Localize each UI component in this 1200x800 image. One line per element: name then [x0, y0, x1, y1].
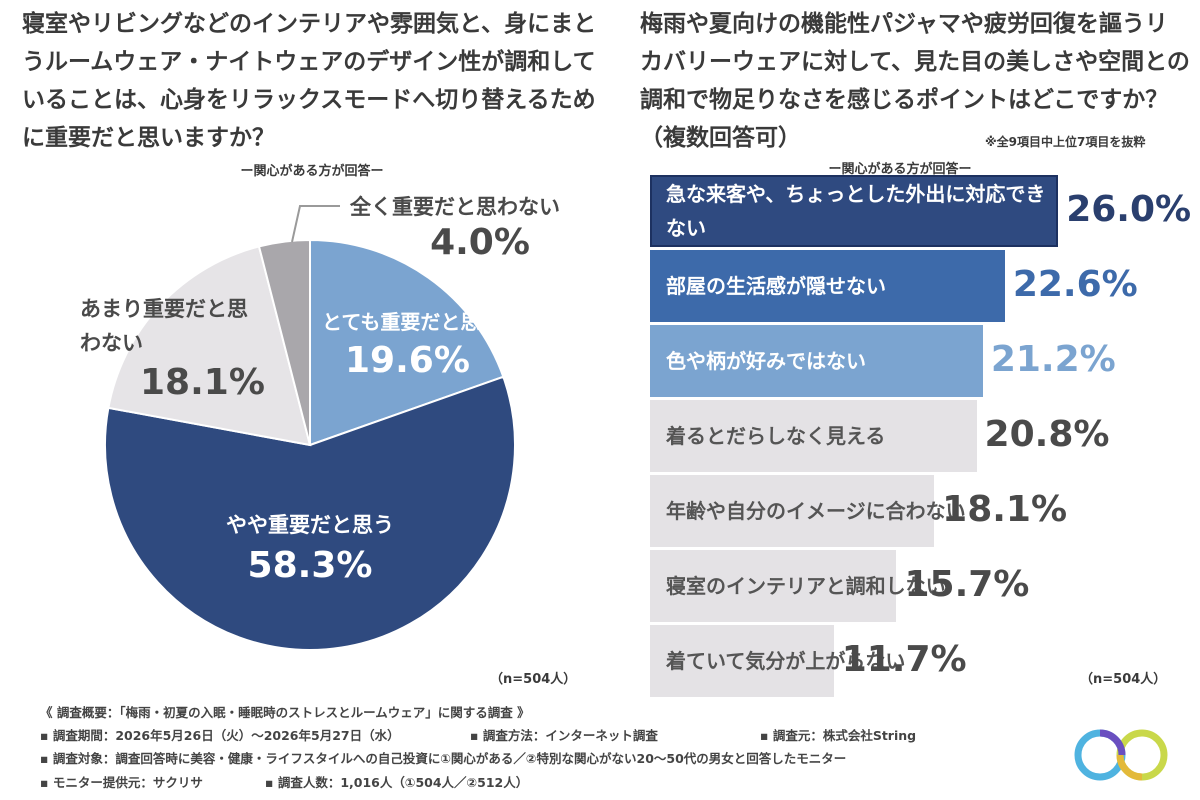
bar-label: 寝室のインテリアと調和しない — [666, 574, 946, 598]
footer-text: ▪ 調査元：株式会社String — [760, 728, 917, 743]
slice-label: とても重要だと思う — [322, 310, 501, 334]
slice-label: やや重要だと思う — [226, 513, 394, 537]
chart-subtitle: ー関心がある方が回答ー — [828, 162, 972, 177]
bar-label: 着るとだらしなく見える — [666, 424, 886, 448]
value-label: 26.0% — [1066, 189, 1192, 230]
logo-arc — [1116, 754, 1143, 781]
footer-text: ▪ 調査人数：1,016人（①504人／②512人） — [265, 775, 529, 790]
bar — [650, 400, 977, 472]
value-label: 18.1% — [942, 489, 1068, 530]
n-label: （n=504人） — [490, 672, 577, 687]
pie-slice — [257, 238, 311, 446]
footer-text: ▪ 調査対象：調査回答時に美容・健康・ライフスタイルへの自己投資に①関心がある／… — [40, 751, 847, 766]
slice-value: 19.6% — [345, 340, 470, 381]
slice-value: 4.0% — [430, 222, 530, 263]
slice-value: 58.3% — [247, 545, 373, 586]
bar — [650, 325, 983, 397]
chart-title: 寝室やリビングなどのインテリアや雰囲気と、身にまとうルームウェア・ナイトウェアの… — [22, 11, 597, 151]
bar-label: 色や柄が好みではない — [666, 349, 866, 373]
value-label: 22.6% — [1012, 264, 1138, 305]
bar — [650, 250, 1005, 322]
footer-text: ▪ 調査期間：2026年5月26日（火）〜2026年5月27日（水） — [40, 728, 400, 743]
footer-text: ▪ モニター提供元：サクリサ — [40, 775, 203, 790]
bar — [650, 175, 1059, 247]
logo-arc — [1099, 729, 1126, 756]
bar-label: 急な来客や、ちょっとした外出に対応できない — [666, 182, 1046, 240]
bar-label: 着ていて気分が上がらない — [666, 649, 906, 673]
logo-ring — [1116, 729, 1168, 781]
pie-slice — [107, 245, 312, 447]
footer-text: ▪ 調査方法：インターネット調査 — [470, 728, 658, 743]
pie-chart — [104, 205, 516, 651]
slice-label: 全く重要だと思わない — [350, 195, 560, 219]
logo-ring — [1074, 729, 1126, 781]
value-label: 20.8% — [984, 414, 1110, 455]
chart-note: ※全9項目中上位7項目を抜粋 — [985, 135, 1146, 149]
bar — [650, 550, 897, 622]
value-label: 21.2% — [990, 339, 1116, 380]
chart-title: 梅雨や夏向けの機能性パジャマや疲労回復を謳うリカバリーウェアに対して、見た目の美… — [640, 11, 1190, 151]
chart-subtitle: ー関心がある方が回答ー — [240, 164, 384, 179]
slice-label: あまり重要だと思わない — [80, 297, 248, 355]
bar — [650, 625, 834, 697]
value-label: 11.7% — [841, 639, 967, 680]
value-label: 15.7% — [904, 564, 1030, 605]
footer-text: 《 調査概要：「梅雨・初夏の入眠・睡眠時のストレスとルームウェア」に関する調査 … — [40, 705, 530, 720]
bar-label: 部屋の生活感が隠せない — [666, 274, 886, 298]
leader-line — [291, 205, 340, 243]
n-label: （n=504人） — [1080, 672, 1167, 687]
bar-label: 年齢や自分のイメージに合わない — [666, 499, 966, 523]
pie-slice — [104, 375, 516, 651]
bar — [650, 475, 935, 547]
slice-value: 18.1% — [140, 362, 265, 403]
